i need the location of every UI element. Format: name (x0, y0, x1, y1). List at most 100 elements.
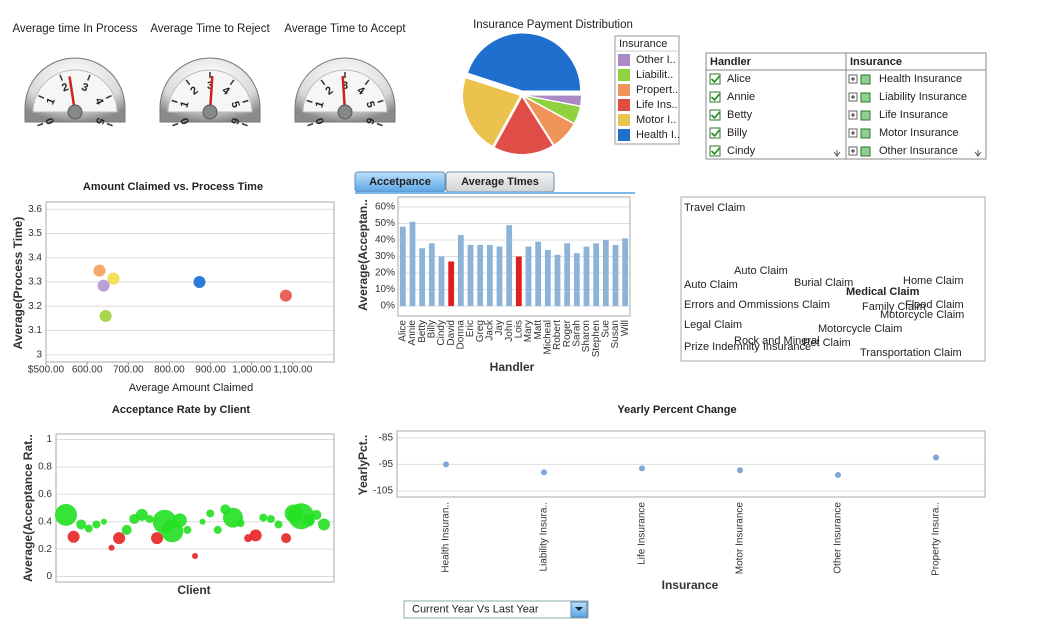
gauge-tick (59, 74, 63, 81)
table-header: Insurance (850, 56, 902, 68)
gauge-tick (172, 122, 179, 127)
bar (496, 246, 503, 307)
bubble (249, 529, 262, 542)
scatter-point (279, 289, 292, 302)
dot (835, 472, 841, 478)
gauge-face (302, 69, 388, 113)
bubble (145, 514, 154, 523)
pie-slice (493, 95, 554, 155)
gauge-title: Average Time to Reject (150, 23, 270, 35)
y-tick-label: 50% (375, 218, 395, 229)
word-cloud-word: Legal Claim (684, 319, 742, 331)
gauge-tick (105, 95, 112, 99)
y-tick-label: 0.6 (38, 489, 52, 500)
y-tick-label: 0 (46, 571, 52, 582)
legend-swatch (618, 54, 630, 66)
dropdown-value: Current Year Vs Last Year (412, 603, 539, 615)
gauge-tick (106, 122, 113, 127)
table-cell: Life Insurance (879, 109, 948, 121)
y-tick-label: 0.4 (38, 516, 52, 527)
word-cloud-word: Transportation Claim (860, 347, 962, 359)
checkbox (709, 91, 721, 103)
x-tick-label: 800.00 (154, 365, 185, 376)
expander-plus (851, 131, 855, 135)
bubble (281, 533, 292, 544)
checkbox (860, 74, 871, 85)
x-tick-label: 900.00 (195, 365, 226, 376)
gauge-tick-label: 3 (342, 80, 348, 92)
bar (535, 241, 542, 307)
bubble (302, 514, 315, 527)
dot (933, 454, 939, 461)
x-tick-label: Jay (494, 320, 505, 336)
check (710, 75, 721, 84)
word-cloud-word: Rock and Mineral (734, 335, 820, 347)
pie-slice (466, 32, 582, 92)
x-tick-label: Billy (426, 320, 437, 338)
y-tick-label: -95 (379, 459, 394, 470)
word-cloud-word: Pet Claim (803, 337, 851, 349)
expander-plus (851, 95, 855, 99)
pie-slice (462, 76, 522, 148)
bar (477, 244, 484, 307)
pie-slice (523, 95, 581, 125)
gauge-tick-label: 5 (93, 116, 106, 126)
bubble (108, 544, 115, 551)
scatter-point (99, 309, 112, 322)
x-tick-label: Alice (397, 320, 408, 342)
x-tick-label: Property Insura.. (931, 502, 942, 576)
y-tick-label: 1 (46, 434, 52, 445)
plot-frame (396, 430, 986, 498)
x-tick-label: Sarah (571, 320, 582, 347)
gauge-tick (364, 79, 370, 86)
x-tick-label: Donna (455, 320, 466, 350)
bubble (67, 530, 80, 543)
x-tick-label: Robert (552, 320, 563, 350)
dot (639, 465, 645, 472)
checkbox (709, 127, 721, 139)
bubble (259, 513, 268, 522)
gauge-title: Average time In Process (12, 23, 137, 35)
word-cloud-frame (680, 196, 986, 362)
gauge-tick (171, 99, 178, 103)
bubble (100, 518, 107, 525)
y-tick-label: 20% (375, 268, 395, 279)
checkbox (860, 146, 871, 157)
plot-frame (55, 433, 335, 583)
x-tick-label: 1,100.00 (273, 365, 312, 376)
gauge-title: Average Time to Accept (284, 23, 406, 35)
chart-title: Yearly Percent Change (617, 404, 736, 416)
bubble (266, 514, 275, 523)
bubble (318, 518, 330, 531)
x-tick-label: Micheal (542, 320, 553, 354)
bar (515, 256, 522, 307)
y-axis-label: YearlyPct.. (356, 435, 370, 496)
chart-title: Insurance Payment Distribution (473, 19, 633, 31)
word-cloud-word: Errors and Ommissions Claim (684, 299, 830, 311)
bubble (213, 525, 222, 534)
x-tick-label: David (446, 320, 457, 346)
bar (602, 239, 609, 307)
bar (438, 256, 445, 307)
y-axis-label: Average(Acceptance Rat.. (21, 434, 35, 582)
x-tick-label: 1,000.00 (232, 365, 271, 376)
x-tick-label: Sharon (581, 320, 592, 352)
word-cloud-word: Auto Claim (684, 279, 738, 291)
y-tick-label: 60% (375, 202, 395, 213)
x-tick-label: Motor Insurance (735, 502, 746, 575)
gauge-tick-label: 6 (228, 116, 241, 126)
dot (737, 467, 743, 474)
checkbox (860, 92, 871, 103)
legend-label: Other I.. (636, 54, 676, 66)
legend-label: Propert.. (636, 84, 678, 96)
word-cloud-word: Motorcycle Claim (880, 309, 964, 321)
x-tick-label: Jack (484, 319, 495, 341)
dropdown[interactable] (403, 600, 589, 619)
check (710, 147, 721, 156)
gauge-tick (37, 122, 44, 127)
bubble (183, 525, 192, 534)
table-cell: Motor Insurance (879, 127, 958, 139)
word-cloud-word: Prize Indemnity Insurance (684, 341, 811, 353)
gauge-face (32, 69, 118, 113)
